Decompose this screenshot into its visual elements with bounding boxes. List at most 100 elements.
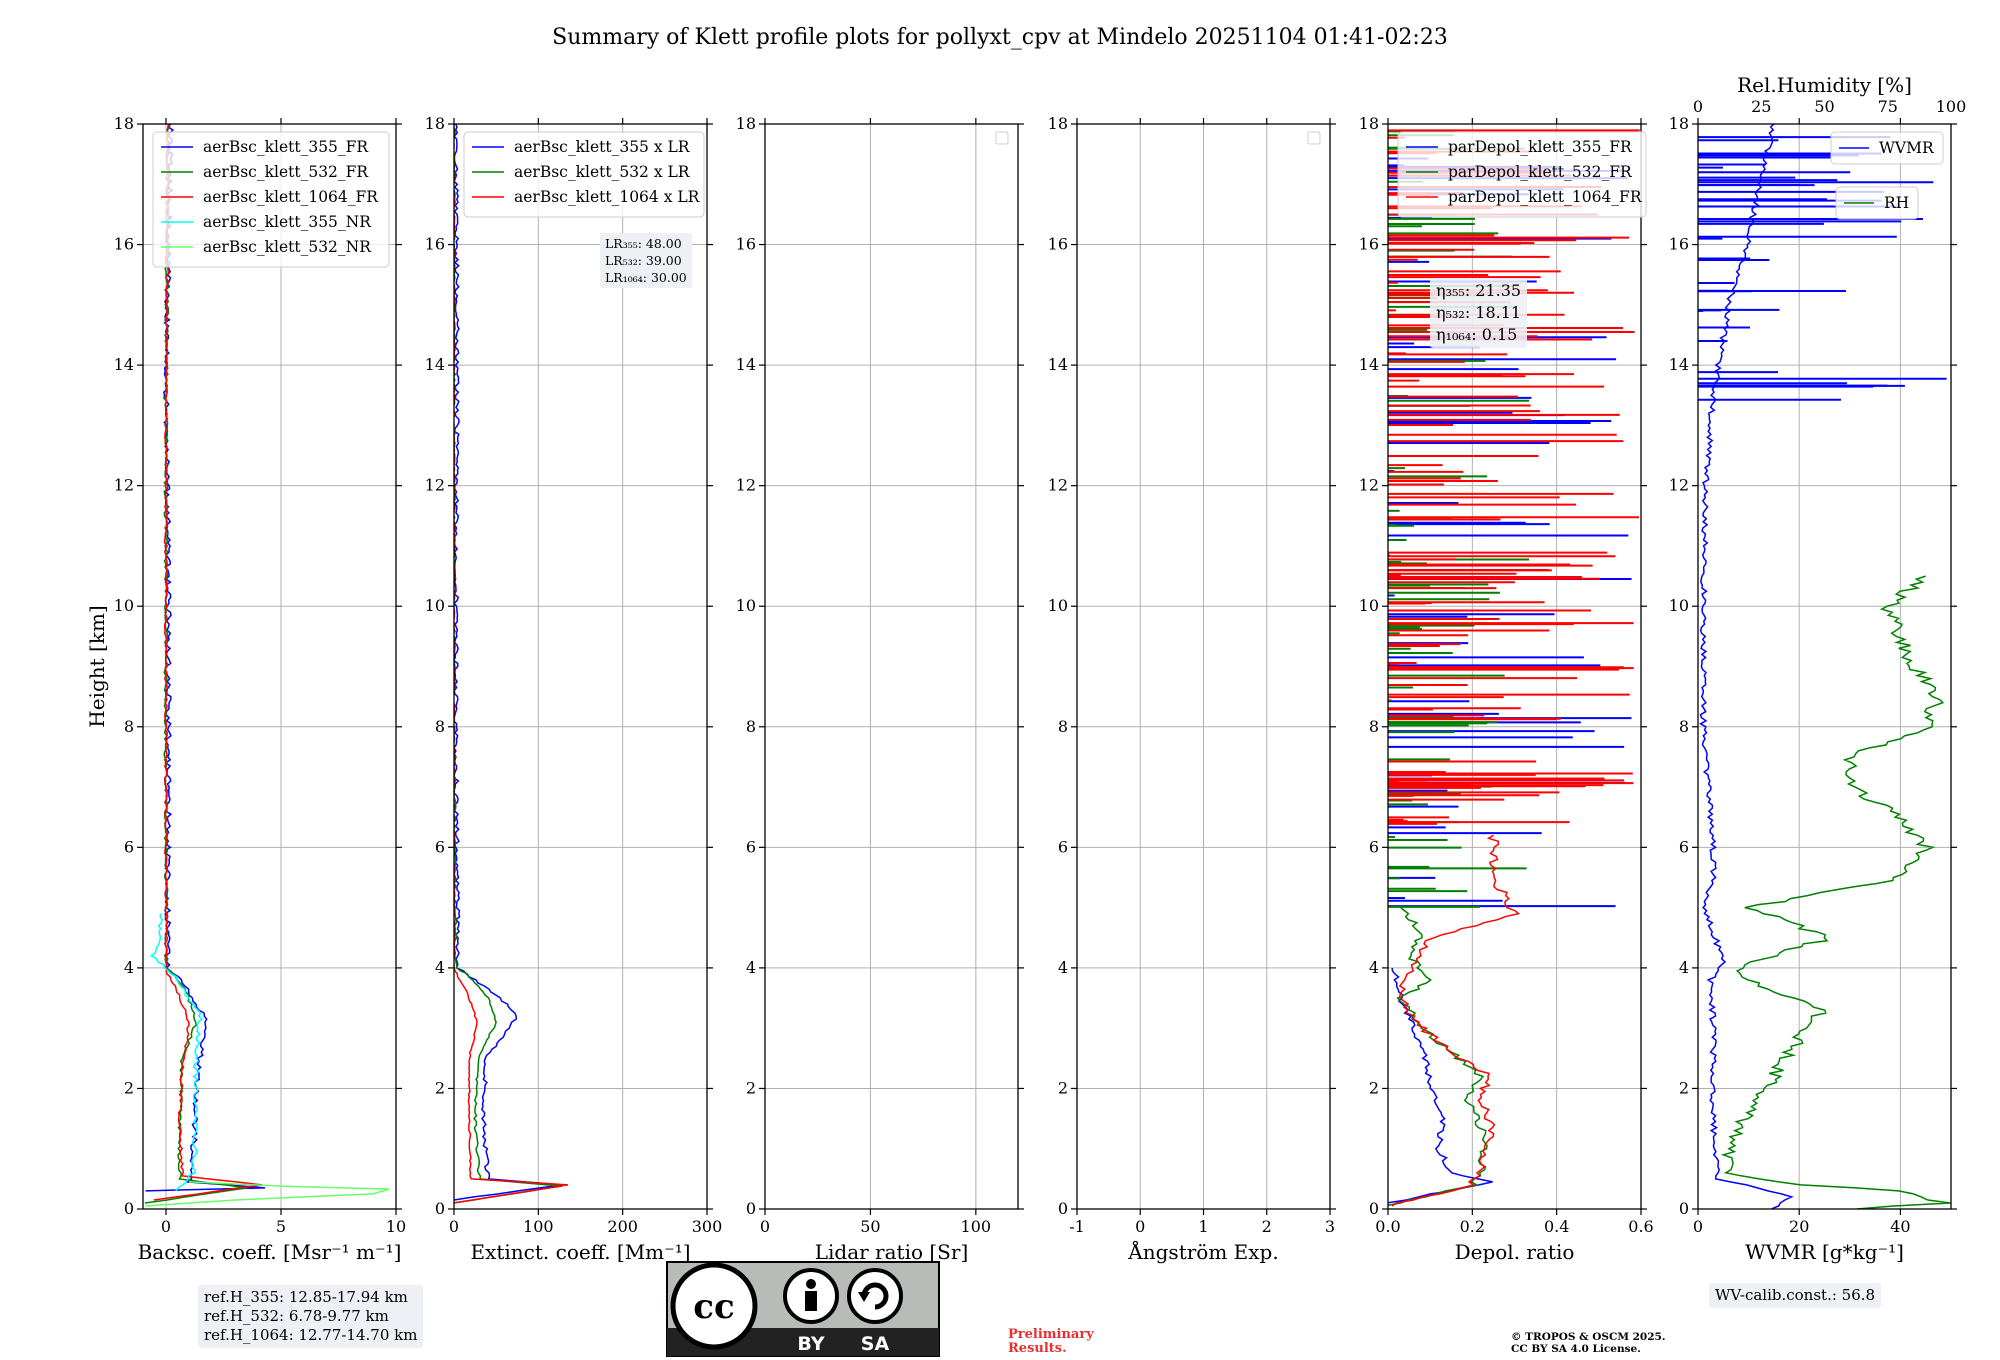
cc-logo-icon [670, 1262, 758, 1350]
y-tick-label: 12 [114, 476, 134, 495]
y-tick-label: 8 [1058, 717, 1068, 736]
series-line-aerBsc_klett_355 x LR [454, 124, 563, 1201]
y-tick-label: 14 [114, 355, 134, 374]
x-tick-label: 0.6 [1628, 1217, 1653, 1236]
copyright-line-2: CC BY SA 4.0 License. [1511, 1343, 1641, 1355]
x-axis-label: Lidar ratio [Sr] [815, 1240, 969, 1264]
y-tick-label: 6 [746, 837, 756, 856]
eta-532: η₅₃₂: 18.11 [1436, 303, 1522, 322]
y-tick-label: 14 [1669, 355, 1689, 374]
legend-entry: parDepol_klett_1064_FR [1448, 188, 1643, 206]
figure-title: Summary of Klett profile plots for polly… [552, 25, 1448, 50]
y-tick-label: 16 [114, 235, 134, 254]
x-tick-label: 0 [1135, 1217, 1145, 1236]
legend-entry: aerBsc_klett_532 x LR [514, 163, 691, 181]
x-tick-label: 1 [1198, 1217, 1208, 1236]
cc-logo-text: cc [693, 1287, 734, 1327]
y-tick-label: 2 [746, 1078, 756, 1097]
y-tick-label: 8 [1369, 717, 1379, 736]
axes-frame [1697, 123, 1952, 1210]
eta-1064: η₁₀₆₄: 0.15 [1436, 325, 1518, 344]
legend-entry: aerBsc_klett_1064_FR [203, 188, 379, 206]
legend-entry: aerBsc_klett_532_NR [203, 238, 372, 256]
cc-sa-label: SA [861, 1333, 890, 1355]
legend-entry: aerBsc_klett_355_FR [203, 138, 369, 156]
x-axis-label: Backsc. coeff. [Msr⁻¹ m⁻¹] [138, 1240, 402, 1264]
y-tick-label: 6 [435, 837, 445, 856]
x-tick-label: 50 [860, 1217, 880, 1236]
top-tick-label: 50 [1814, 97, 1834, 116]
x-tick-label: -1 [1069, 1217, 1085, 1236]
y-tick-label: 6 [1058, 837, 1068, 856]
y-tick-label: 18 [1359, 114, 1379, 133]
axes-frame [1387, 123, 1642, 1210]
series-line-aerBsc_klett_355_FR [145, 124, 266, 1192]
x-tick-label: 100 [961, 1217, 992, 1236]
y-tick-label: 2 [1058, 1078, 1068, 1097]
y-tick-label: 16 [1048, 235, 1068, 254]
legend-entry: WVMR [1879, 139, 1935, 157]
y-tick-label: 2 [124, 1078, 134, 1097]
panel-lidar-ratio: 0 2 4 6 8 10 12 14 16 18 0 50 100 Lidar ratio [Sr] [736, 114, 1024, 1264]
series-group [1698, 124, 1951, 1209]
x-axis-label: Depol. ratio [1455, 1240, 1575, 1264]
x-tick-label: 10 [386, 1217, 406, 1236]
y-tick-label: 18 [1048, 114, 1068, 133]
series-line-aerBsc_klett_1064_FR [153, 124, 263, 1201]
y-tick-label: 6 [124, 837, 134, 856]
ref-height-532: ref.H_532: 6.78-9.77 km [204, 1307, 389, 1325]
series-line-aerBsc_klett_532_FR [144, 124, 248, 1204]
y-tick-label: 16 [1359, 235, 1379, 254]
legend-box [1830, 131, 1944, 165]
top-tick-label: 0 [1693, 97, 1703, 116]
y-tick-label: 4 [746, 958, 756, 977]
sa-icon [847, 1268, 903, 1324]
y-tick-label: 14 [425, 355, 445, 374]
series-line-aerBsc_klett_532_NR [145, 1181, 390, 1207]
axes-frame [453, 123, 708, 1210]
y-tick-label: 10 [1048, 596, 1068, 615]
y-tick-label: 0 [435, 1199, 445, 1218]
x-axis-label: WVMR [g*kg⁻¹] [1745, 1240, 1904, 1264]
y-tick-label: 0 [124, 1199, 134, 1218]
legend-box [152, 131, 390, 268]
x-tick-label: 100 [523, 1217, 554, 1236]
series-line-aerBsc_klett_1064 x LR [454, 124, 569, 1204]
y-tick-label: 16 [1669, 235, 1689, 254]
x-tick-label: 3 [1325, 1217, 1335, 1236]
y-tick-label: 4 [124, 958, 134, 977]
lidar-ratio-box: LR₃₅₅: 48.00 LR₅₃₂: 39.00 LR₁₀₆₄: 30.00 [600, 233, 692, 288]
y-tick-label: 0 [1369, 1199, 1379, 1218]
y-axis-label: Height [km] [85, 605, 109, 727]
copyright-line-1: © TROPOS & OSCM 2025. [1511, 1331, 1666, 1343]
x-tick-label: 200 [607, 1217, 638, 1236]
y-tick-label: 14 [736, 355, 756, 374]
lr-1064: LR₁₀₆₄: 30.00 [605, 270, 687, 285]
y-tick-label: 12 [736, 476, 756, 495]
series-line-parDepol_klett_355_FR [1388, 967, 1493, 1204]
x-tick-label: 0 [1693, 1217, 1703, 1236]
preliminary-note: Preliminary Results. [1008, 1328, 1094, 1356]
x-tick-label: 2 [1262, 1217, 1272, 1236]
series-line-RH [1720, 575, 1951, 1209]
cc-license-badge: cc BY SA [666, 1261, 940, 1357]
series-line-parDepol_klett_1064_FR [1391, 834, 1521, 1207]
legend-box [463, 131, 705, 218]
x-tick-label: 0 [449, 1217, 459, 1236]
y-tick-label: 18 [114, 114, 134, 133]
y-tick-label: 10 [1359, 596, 1379, 615]
axes-frame [142, 123, 397, 1210]
reference-height-box: ref.H_355: 12.85-17.94 km ref.H_532: 6.7… [198, 1285, 424, 1348]
legend-empty-box [1307, 131, 1321, 145]
top-tick-label: 25 [1751, 97, 1771, 116]
y-tick-label: 0 [1679, 1199, 1689, 1218]
eta-box: η₃₅₅: 21.35 η₅₃₂: 18.11 η₁₀₆₄: 0.15 [1430, 278, 1528, 348]
y-tick-label: 8 [435, 717, 445, 736]
top-tick-label: 100 [1936, 97, 1967, 116]
x-axis-label: Ångström Exp. [1127, 1239, 1278, 1264]
axes-frame [764, 123, 1019, 1210]
legend-entry: aerBsc_klett_1064 x LR [514, 188, 701, 206]
